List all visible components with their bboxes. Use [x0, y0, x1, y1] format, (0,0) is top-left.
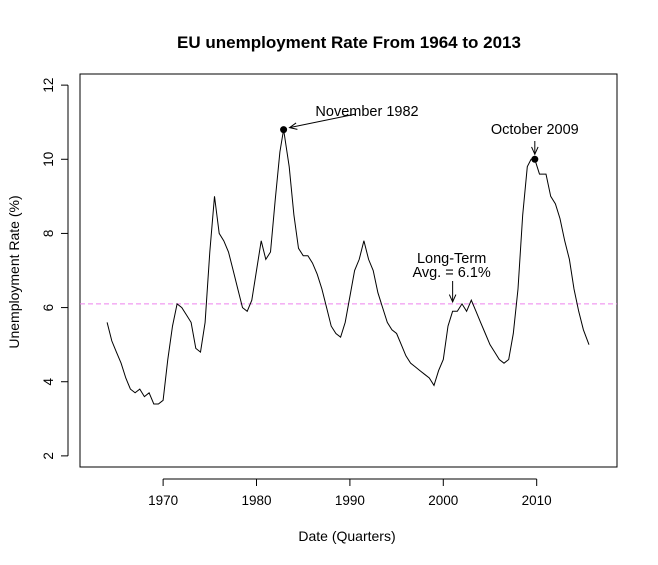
x-axis: 1970 1980 1990 2000 2010	[148, 478, 552, 508]
annotation-label-november-1982: November 1982	[315, 104, 418, 120]
y-tick-label: 4	[41, 377, 56, 385]
peak-marker-2009	[531, 155, 539, 163]
x-tick-label: 1990	[335, 493, 365, 508]
y-axis-label: Unemployment Rate (%)	[6, 195, 22, 348]
annotation-arrow-november-1982	[289, 113, 357, 129]
annotation-label-average-value: Avg. = 6.1%	[412, 265, 490, 281]
peak-marker-1982	[280, 126, 288, 134]
x-tick-label: 1980	[241, 493, 271, 508]
x-tick-label: 2000	[428, 493, 458, 508]
y-tick-label: 2	[41, 452, 56, 460]
x-tick-label: 2010	[522, 493, 552, 508]
annotation-arrow-october-2009-head	[531, 146, 539, 156]
annotation-arrow-november-1982-head	[288, 122, 298, 130]
y-tick-label: 8	[41, 230, 56, 238]
x-tick-label: 1970	[148, 493, 178, 508]
annotation-label-october-2009: October 2009	[491, 122, 579, 138]
annotation-label-long-term: Long-Term	[417, 251, 486, 267]
y-axis: 2 4 6 8 10 12	[41, 78, 69, 460]
chart-title: EU unemployment Rate From 1964 to 2013	[177, 33, 521, 52]
y-tick-label: 10	[41, 152, 56, 167]
y-tick-label: 12	[41, 78, 56, 93]
series-line-unemployment-rate	[106, 129, 590, 405]
plot-frame	[79, 73, 618, 468]
annotation-arrow-long-term-average-head	[448, 294, 457, 304]
y-tick-label: 6	[41, 304, 56, 312]
x-axis-label: Date (Quarters)	[298, 528, 395, 544]
